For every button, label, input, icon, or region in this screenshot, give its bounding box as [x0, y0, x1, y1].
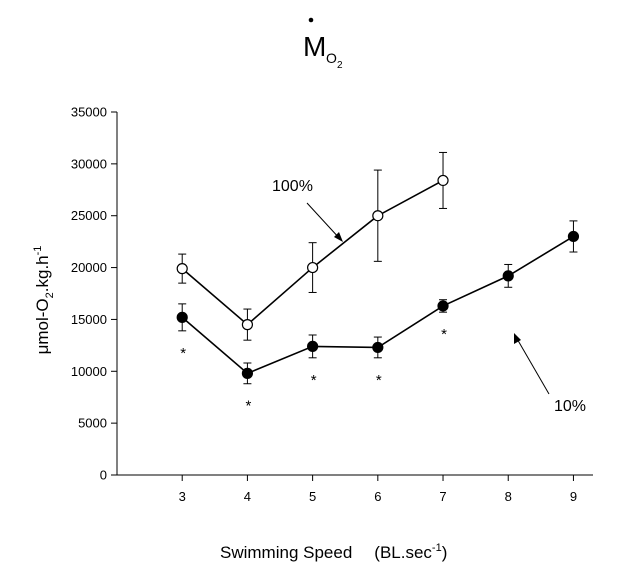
y-tick-label-2: 10000 [71, 364, 107, 379]
y-axis-title-part-1: μmol-O [33, 298, 52, 354]
series-2-point-3 [372, 341, 384, 354]
series-2-point-1 [241, 367, 254, 379]
y-tick-label-3: 15000 [71, 312, 107, 327]
annotation-100-label: 100% [272, 178, 313, 195]
significance-marks: * * * * * [180, 326, 447, 415]
series-1-point-2 [307, 261, 319, 274]
x-axis-title-unit-suffix: ) [442, 543, 448, 562]
series-2-point-5 [502, 270, 514, 282]
chart-title: M O 2 [303, 17, 343, 71]
series-1-point-0 [176, 263, 188, 275]
series-2-point-2 [307, 340, 319, 352]
ticks: 0 5000 10000 15000 20000 25000 30000 35000 3 4 5 6 7… [71, 105, 577, 505]
series-1-point-1 [241, 319, 254, 331]
significance-mark-3: * [376, 372, 382, 389]
x-tick-label-4: 7 [439, 489, 446, 504]
y-axis-title-part-2: 2 [44, 292, 56, 298]
axes [116, 112, 593, 476]
annotation-100-arrow-line [306, 202, 342, 241]
y-tick-label-5: 25000 [71, 208, 107, 223]
significance-mark-2: * [311, 372, 317, 389]
annotation-10-arrow-head [514, 333, 521, 344]
x-tick-label-5: 8 [505, 489, 512, 504]
title-dot-mark [308, 17, 314, 23]
series-2-point-4 [437, 300, 449, 312]
x-tick-label-6: 9 [570, 489, 577, 504]
title-sub: O [326, 50, 337, 66]
series-2-point-0 [176, 311, 188, 323]
x-axis-title: Swimming Speed (BL.sec-1) [220, 542, 447, 562]
significance-mark-0: * [180, 345, 186, 362]
y-tick-label-0: 0 [100, 468, 107, 483]
x-tick-label-3: 6 [374, 489, 381, 504]
y-tick-label-1: 5000 [78, 416, 107, 431]
title-main: M [303, 31, 326, 62]
annotation-100: 100% [272, 178, 343, 242]
x-axis-title-main: Swimming Speed [220, 543, 352, 562]
y-axis-title: μmol-O2.kg.h-1 [32, 246, 56, 355]
y-tick-label-7: 35000 [71, 105, 107, 120]
y-tick-label-4: 20000 [71, 260, 107, 275]
series-1 [176, 151, 449, 341]
y-axis-title-part-3: .kg.h [33, 255, 52, 292]
significance-mark-4: * [441, 326, 447, 343]
annotation-100-arrow-head [334, 232, 343, 242]
y-tick-label-6: 30000 [71, 156, 107, 171]
x-axis-title-unit-prefix: (BL.sec [374, 543, 432, 562]
title-subsub: 2 [337, 60, 343, 71]
annotation-10-arrow-line [515, 336, 550, 395]
series-layer [176, 151, 580, 385]
series-2-point-6 [567, 230, 580, 243]
series-1-point-4 [437, 174, 449, 187]
x-axis-title-unit-exp: -1 [432, 542, 442, 554]
series-2 [176, 220, 580, 385]
y-axis-title-part-4: -1 [32, 246, 44, 256]
x-tick-label-2: 5 [309, 489, 316, 504]
x-tick-label-0: 3 [179, 489, 186, 504]
series-1-point-3 [372, 210, 384, 222]
x-tick-label-1: 4 [244, 489, 251, 504]
annotation-10: 10% [514, 333, 586, 415]
significance-mark-1: * [245, 398, 251, 415]
annotation-10-label: 10% [554, 398, 586, 415]
